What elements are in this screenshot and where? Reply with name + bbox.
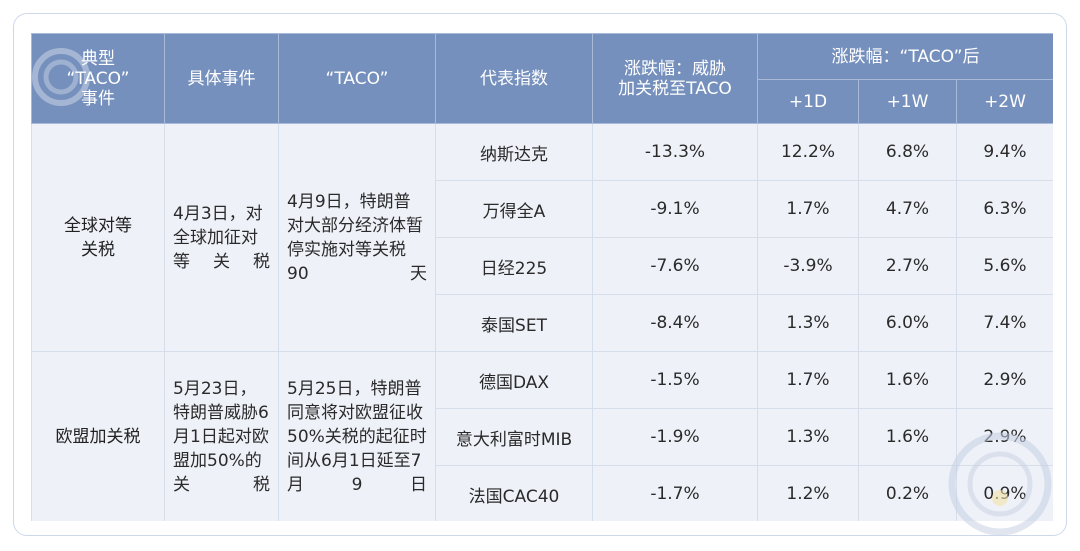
change-1d-cell: 1.3% — [757, 408, 859, 466]
change-1d-cell: 12.2% — [757, 123, 859, 181]
index-cell: 意大利富时MIB — [435, 408, 593, 466]
index-cell: 日经225 — [435, 237, 593, 295]
index-cell: 法国CAC40 — [435, 465, 593, 521]
header-threat-change: 涨跌幅：威胁 加关税至TACO — [592, 33, 758, 124]
table-row: 全球对等 关税 4月3日，对全球加征对等关税 4月9日，特朗普对大部分经济体暂停… — [31, 123, 1053, 352]
specific-event-cell: 4月3日，对全球加征对等关税 — [164, 123, 279, 352]
header-index: 代表指数 — [435, 33, 593, 124]
table-row: 万得全A -9.1% 1.7% 4.7% 6.3% — [32, 180, 1053, 238]
change-1d-cell: 1.2% — [757, 465, 859, 521]
taco-cell: 4月9日，特朗普对大部分经济体暂停实施对等关税90天 — [278, 123, 436, 352]
index-cell: 德国DAX — [435, 351, 593, 409]
specific-event-text: 5月23日，特朗普威胁6月1日起对欧盟加50%的关税 — [173, 379, 270, 495]
header-taco: “TACO” — [278, 33, 436, 124]
change-2w-cell: 7.4% — [956, 294, 1053, 352]
taco-text: 5月25日，特朗普同意将对欧盟征收50%关税的起征时间从6月1日延至7月9日 — [287, 379, 427, 495]
index-cell: 纳斯达克 — [435, 123, 593, 181]
change-1w-cell: 1.6% — [858, 351, 957, 409]
change-1d-cell: 1.7% — [757, 180, 859, 238]
change-1d-cell: 1.7% — [757, 351, 859, 409]
header-2w: +2W — [956, 79, 1053, 124]
specific-event-cell: 5月23日，特朗普威胁6月1日起对欧盟加50%的关税 — [164, 351, 279, 521]
change-2w-cell: 0.9% — [956, 465, 1053, 521]
specific-event-text: 4月3日，对全球加征对等关税 — [173, 203, 270, 272]
change-2w-cell: 5.6% — [956, 237, 1053, 295]
change-1w-cell: 6.8% — [858, 123, 957, 181]
change-2w-cell: 2.9% — [956, 408, 1053, 466]
taco-text: 4月9日，特朗普对大部分经济体暂停实施对等关税90天 — [287, 191, 427, 284]
table-row: 日经225 -7.6% -3.9% 2.7% 5.6% — [32, 237, 1053, 295]
change-1d-cell: 1.3% — [757, 294, 859, 352]
taco-cell: 5月25日，特朗普同意将对欧盟征收50%关税的起征时间从6月1日延至7月9日 — [278, 351, 436, 521]
threat-change-cell: -1.7% — [592, 465, 758, 521]
change-2w-cell: 6.3% — [956, 180, 1053, 238]
event-type-cell: 欧盟加关税 — [31, 351, 165, 521]
index-cell: 万得全A — [435, 180, 593, 238]
change-1w-cell: 4.7% — [858, 180, 957, 238]
threat-change-cell: -9.1% — [592, 180, 758, 238]
change-1w-cell: 1.6% — [858, 408, 957, 466]
index-cell: 泰国SET — [435, 294, 593, 352]
threat-change-cell: -13.3% — [592, 123, 758, 181]
header-after-taco: 涨跌幅：“TACO”后 — [757, 33, 1053, 80]
threat-change-cell: -1.9% — [592, 408, 758, 466]
change-1w-cell: 6.0% — [858, 294, 957, 352]
change-1w-cell: 2.7% — [858, 237, 957, 295]
change-1w-cell: 0.2% — [858, 465, 957, 521]
header-event-type: 典型 “TACO” 事件 — [31, 33, 165, 124]
event-type-cell: 全球对等 关税 — [31, 123, 165, 352]
threat-change-cell: -1.5% — [592, 351, 758, 409]
threat-change-cell: -7.6% — [592, 237, 758, 295]
header-specific-event: 具体事件 — [164, 33, 279, 124]
table-wrapper: 典型 “TACO” 事件 具体事件 “TACO” 代表指数 涨跌幅：威胁 加关税… — [31, 33, 1053, 521]
threat-change-cell: -8.4% — [592, 294, 758, 352]
header-1w: +1W — [858, 79, 957, 124]
header-1d: +1D — [757, 79, 859, 124]
change-2w-cell: 2.9% — [956, 351, 1053, 409]
table-row: 欧盟加关税 5月23日，特朗普威胁6月1日起对欧盟加50%的关税 5月25日，特… — [31, 351, 1053, 521]
change-1d-cell: -3.9% — [757, 237, 859, 295]
change-2w-cell: 9.4% — [956, 123, 1053, 181]
table-row: 泰国SET -8.4% 1.3% 6.0% 7.4% — [32, 294, 1053, 352]
taco-table: 典型 “TACO” 事件 具体事件 “TACO” 代表指数 涨跌幅：威胁 加关税… — [31, 33, 1053, 521]
